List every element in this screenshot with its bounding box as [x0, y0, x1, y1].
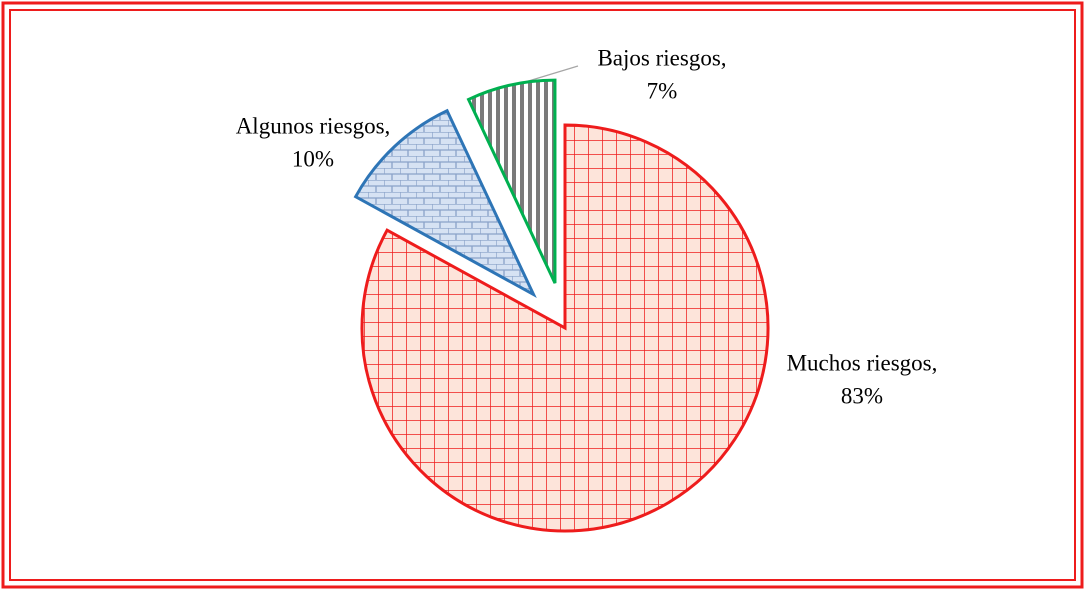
data-label-value: 7%: [647, 78, 678, 103]
data-label-value: 10%: [292, 146, 334, 171]
pie-slice: [353, 108, 537, 299]
data-label-category: Algunos riesgos,: [236, 113, 391, 138]
data-label-category: Bajos riesgos,: [597, 45, 726, 70]
data-label-value: 83%: [841, 383, 883, 408]
data-label-category: Muchos riesgos,: [787, 350, 938, 375]
pie-slice: [360, 123, 770, 533]
pie-slice: [466, 78, 557, 284]
frame-inner: [9, 9, 1076, 581]
